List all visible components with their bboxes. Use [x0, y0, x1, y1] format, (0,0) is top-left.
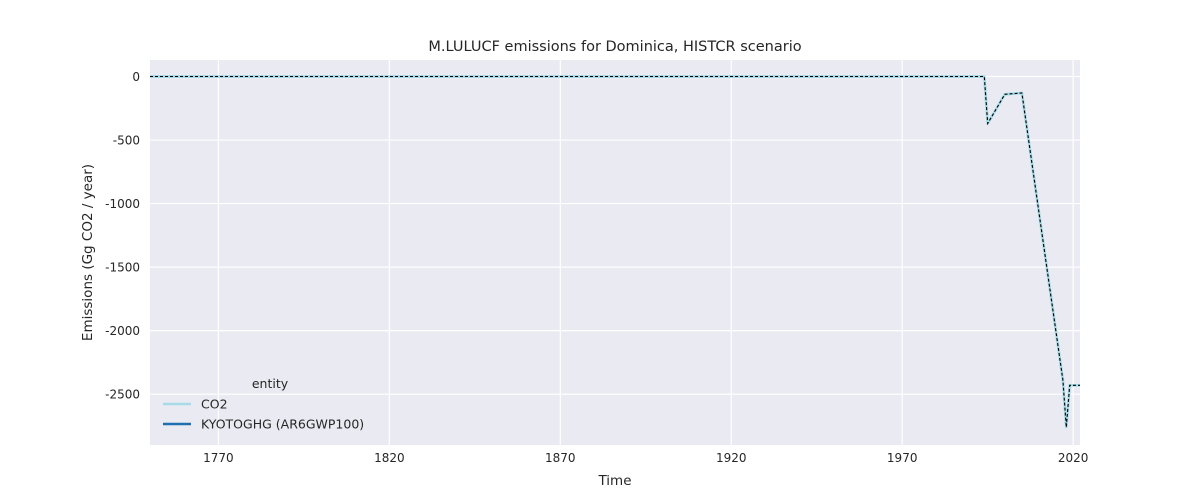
- y-tick-label: -1500: [105, 261, 140, 275]
- ticks: 1770 1820 1870 1920 1970 2020 0 -500 -1000 -1500 -…: [105, 70, 1088, 465]
- legend-title: entity: [252, 376, 289, 391]
- series-line-dashed-overlay: [150, 75, 1080, 428]
- y-tick-label: -2000: [105, 324, 140, 338]
- x-tick-label: 1870: [545, 451, 576, 465]
- legend-label-kyotoghg: KYOTOGHG (AR6GWP100): [201, 417, 364, 432]
- y-tick-label: -1000: [105, 197, 140, 211]
- legend: entity CO2 KYOTOGHG (AR6GWP100): [163, 376, 364, 432]
- y-tick-label: 0: [132, 70, 140, 84]
- legend-label-co2: CO2: [201, 397, 228, 412]
- y-axis-label: Emissions (Gg CO2 / year): [80, 164, 96, 341]
- x-tick-label: 1920: [716, 451, 747, 465]
- x-tick-label: 1820: [374, 451, 405, 465]
- y-tick-label: -2500: [105, 388, 140, 402]
- series-lines: [150, 75, 1080, 429]
- x-tick-label: 2020: [1058, 451, 1089, 465]
- y-tick-label: -500: [113, 134, 140, 148]
- x-tick-label: 1970: [887, 451, 918, 465]
- plot-area: [150, 60, 1080, 445]
- chart-title: M.LULUCF emissions for Dominica, HISTCR …: [428, 39, 801, 55]
- x-axis-label: Time: [597, 473, 631, 489]
- x-tick-label: 1770: [203, 451, 234, 465]
